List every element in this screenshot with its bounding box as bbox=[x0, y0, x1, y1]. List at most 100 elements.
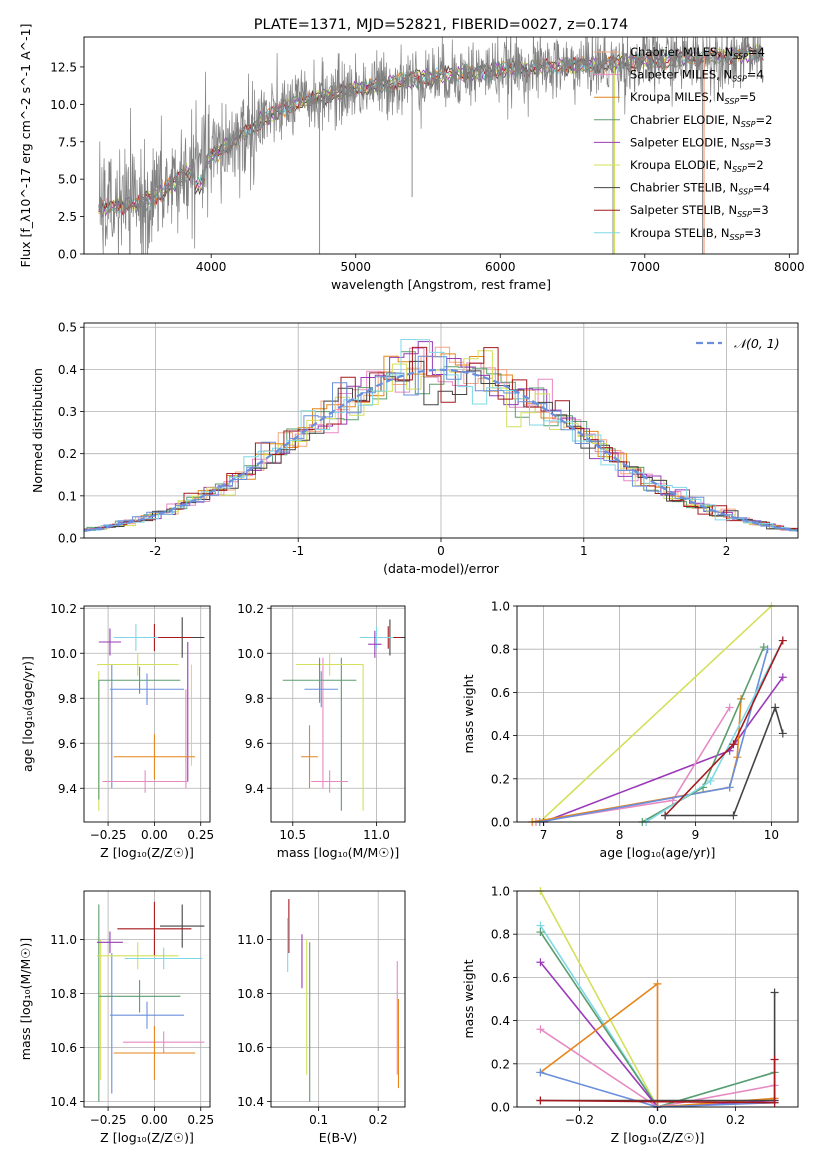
mass-weight-line bbox=[665, 705, 784, 817]
histogram-series bbox=[84, 339, 798, 531]
x-tick-label: 0.00 bbox=[141, 828, 168, 842]
histogram-series bbox=[84, 351, 798, 532]
x-tick-label: −0.25 bbox=[90, 828, 127, 842]
text-layer: 4000 5000 6000 7000 80000.02.55.07.510.012.5… bbox=[18, 17, 805, 1145]
x-axis-label: Z [log₁₀(Z/Z☉)] bbox=[611, 1130, 705, 1145]
legend-label: Salpeter ELODIE, NSSP=3 bbox=[630, 135, 771, 151]
y-tick-label: 5.0 bbox=[58, 173, 77, 187]
mass-weight-line bbox=[539, 931, 775, 1107]
x-tick-label: 10 bbox=[764, 828, 779, 842]
axes-frame bbox=[83, 36, 799, 255]
plus-marker bbox=[725, 703, 734, 712]
y-tick-label: 7.5 bbox=[58, 135, 77, 149]
y-tick-label: 0.0 bbox=[58, 248, 77, 262]
y-tick-label: 9.6 bbox=[58, 737, 77, 751]
x-tick-label: 0.2 bbox=[726, 1113, 745, 1127]
frame-layer bbox=[80, 36, 799, 1111]
y-axis-label: Normed distribution bbox=[30, 368, 45, 493]
x-axis-label: age [log₁₀(age/yr)] bbox=[600, 845, 716, 860]
y-tick-label: 10.0 bbox=[237, 647, 264, 661]
y-tick-label: 0.4 bbox=[491, 729, 510, 743]
x-tick-label: 8000 bbox=[774, 260, 805, 274]
plus-marker bbox=[771, 703, 780, 712]
y-tick-label: 9.8 bbox=[58, 692, 77, 706]
y-tick-label: 0.4 bbox=[491, 1014, 510, 1028]
y-tick-label: 10.4 bbox=[50, 1095, 77, 1109]
y-tick-label: 11.0 bbox=[237, 933, 264, 947]
y-tick-label: 9.6 bbox=[245, 737, 264, 751]
legend-label: Salpeter STELIB, NSSP=3 bbox=[630, 203, 769, 219]
x-tick-label: 0 bbox=[437, 544, 445, 558]
y-axis-label: Flux [f_λ10^-17 erg cm^-2 s^-1 A^-1] bbox=[18, 24, 33, 268]
legend-label: Chabrier ELODIE, NSSP=2 bbox=[630, 113, 772, 129]
y-tick-label: 11.0 bbox=[50, 933, 77, 947]
histogram-series bbox=[84, 355, 798, 532]
y-tick-label: 1.0 bbox=[491, 885, 510, 899]
y-tick-label: 12.5 bbox=[50, 60, 77, 74]
y-tick-label: 0.2 bbox=[491, 1057, 510, 1071]
x-tick-label: 0.00 bbox=[141, 1113, 168, 1127]
y-tick-label: 10.6 bbox=[237, 1041, 264, 1055]
y-tick-label: 9.8 bbox=[245, 692, 264, 706]
x-tick-label: 9 bbox=[692, 828, 700, 842]
legend-label: Kroupa STELIB, NSSP=3 bbox=[630, 226, 761, 242]
plus-marker bbox=[729, 740, 738, 749]
y-tick-label: 10.6 bbox=[50, 1041, 77, 1055]
y-tick-label: 0.3 bbox=[58, 405, 77, 419]
plus-marker bbox=[759, 643, 768, 652]
x-tick-label: 5000 bbox=[340, 260, 371, 274]
x-tick-label: -2 bbox=[149, 544, 161, 558]
y-tick-label: 0.6 bbox=[491, 686, 510, 700]
mass-weight-line bbox=[540, 1071, 775, 1107]
x-axis-label: E(B-V) bbox=[319, 1130, 358, 1145]
y-tick-label: 10.4 bbox=[237, 1095, 264, 1109]
legend-label: Chabrier STELIB, NSSP=4 bbox=[630, 181, 770, 197]
legend-label: Chabrier MILES, NSSP=4 bbox=[630, 45, 765, 61]
gaussian-curve bbox=[84, 368, 798, 532]
plus-marker bbox=[536, 958, 545, 967]
x-tick-label: 0.0 bbox=[648, 1113, 667, 1127]
y-tick-label: 0.0 bbox=[58, 532, 77, 546]
y-axis-label: mass [log₁₀(M/M☉)] bbox=[18, 938, 33, 1060]
y-tick-label: 0.5 bbox=[58, 321, 77, 335]
legend-label: Salpeter MILES, NSSP=4 bbox=[630, 68, 764, 84]
x-axis-label: (data-model)/error bbox=[383, 561, 500, 576]
y-axis-label: mass weight bbox=[461, 959, 476, 1038]
plus-marker bbox=[536, 928, 545, 937]
mass-weight-line bbox=[664, 640, 784, 817]
plus-marker bbox=[536, 1096, 545, 1105]
plus-marker bbox=[778, 673, 787, 682]
chart-title: PLATE=1371, MJD=52821, FIBERID=0027, z=0… bbox=[254, 17, 628, 33]
x-tick-label: 7 bbox=[540, 828, 548, 842]
histogram-series bbox=[84, 346, 798, 533]
plus-marker bbox=[778, 636, 787, 645]
plus-marker bbox=[661, 811, 670, 820]
mass-weight-line bbox=[539, 606, 772, 822]
x-tick-label: 4000 bbox=[196, 260, 227, 274]
x-tick-label: 7000 bbox=[630, 260, 661, 274]
plus-marker bbox=[770, 988, 779, 997]
data-layer bbox=[84, 37, 798, 1111]
x-tick-label: 0.25 bbox=[187, 828, 214, 842]
x-tick-label: 1 bbox=[580, 544, 588, 558]
plus-marker bbox=[729, 811, 738, 820]
y-tick-label: 1.0 bbox=[491, 600, 510, 614]
x-tick-label: 0.25 bbox=[187, 1113, 214, 1127]
x-tick-label: 8 bbox=[616, 828, 624, 842]
plus-marker bbox=[725, 783, 734, 792]
y-tick-label: 10.2 bbox=[237, 602, 264, 616]
legend-label: Kroupa ELODIE, NSSP=2 bbox=[630, 158, 764, 174]
y-tick-label: 10.8 bbox=[50, 987, 77, 1001]
x-axis-label: wavelength [Angstrom, rest frame] bbox=[331, 277, 551, 292]
y-tick-label: 10.0 bbox=[50, 98, 77, 112]
mass-weight-line bbox=[539, 982, 775, 1107]
x-tick-label: 2 bbox=[723, 544, 731, 558]
plus-marker bbox=[536, 1025, 545, 1034]
x-tick-label: 11.0 bbox=[363, 828, 390, 842]
y-tick-label: 2.5 bbox=[58, 210, 77, 224]
plus-marker bbox=[778, 729, 787, 738]
mass-weight-line bbox=[641, 646, 765, 822]
x-tick-label: −0.25 bbox=[90, 1113, 127, 1127]
y-tick-label: 10.8 bbox=[237, 987, 264, 1001]
